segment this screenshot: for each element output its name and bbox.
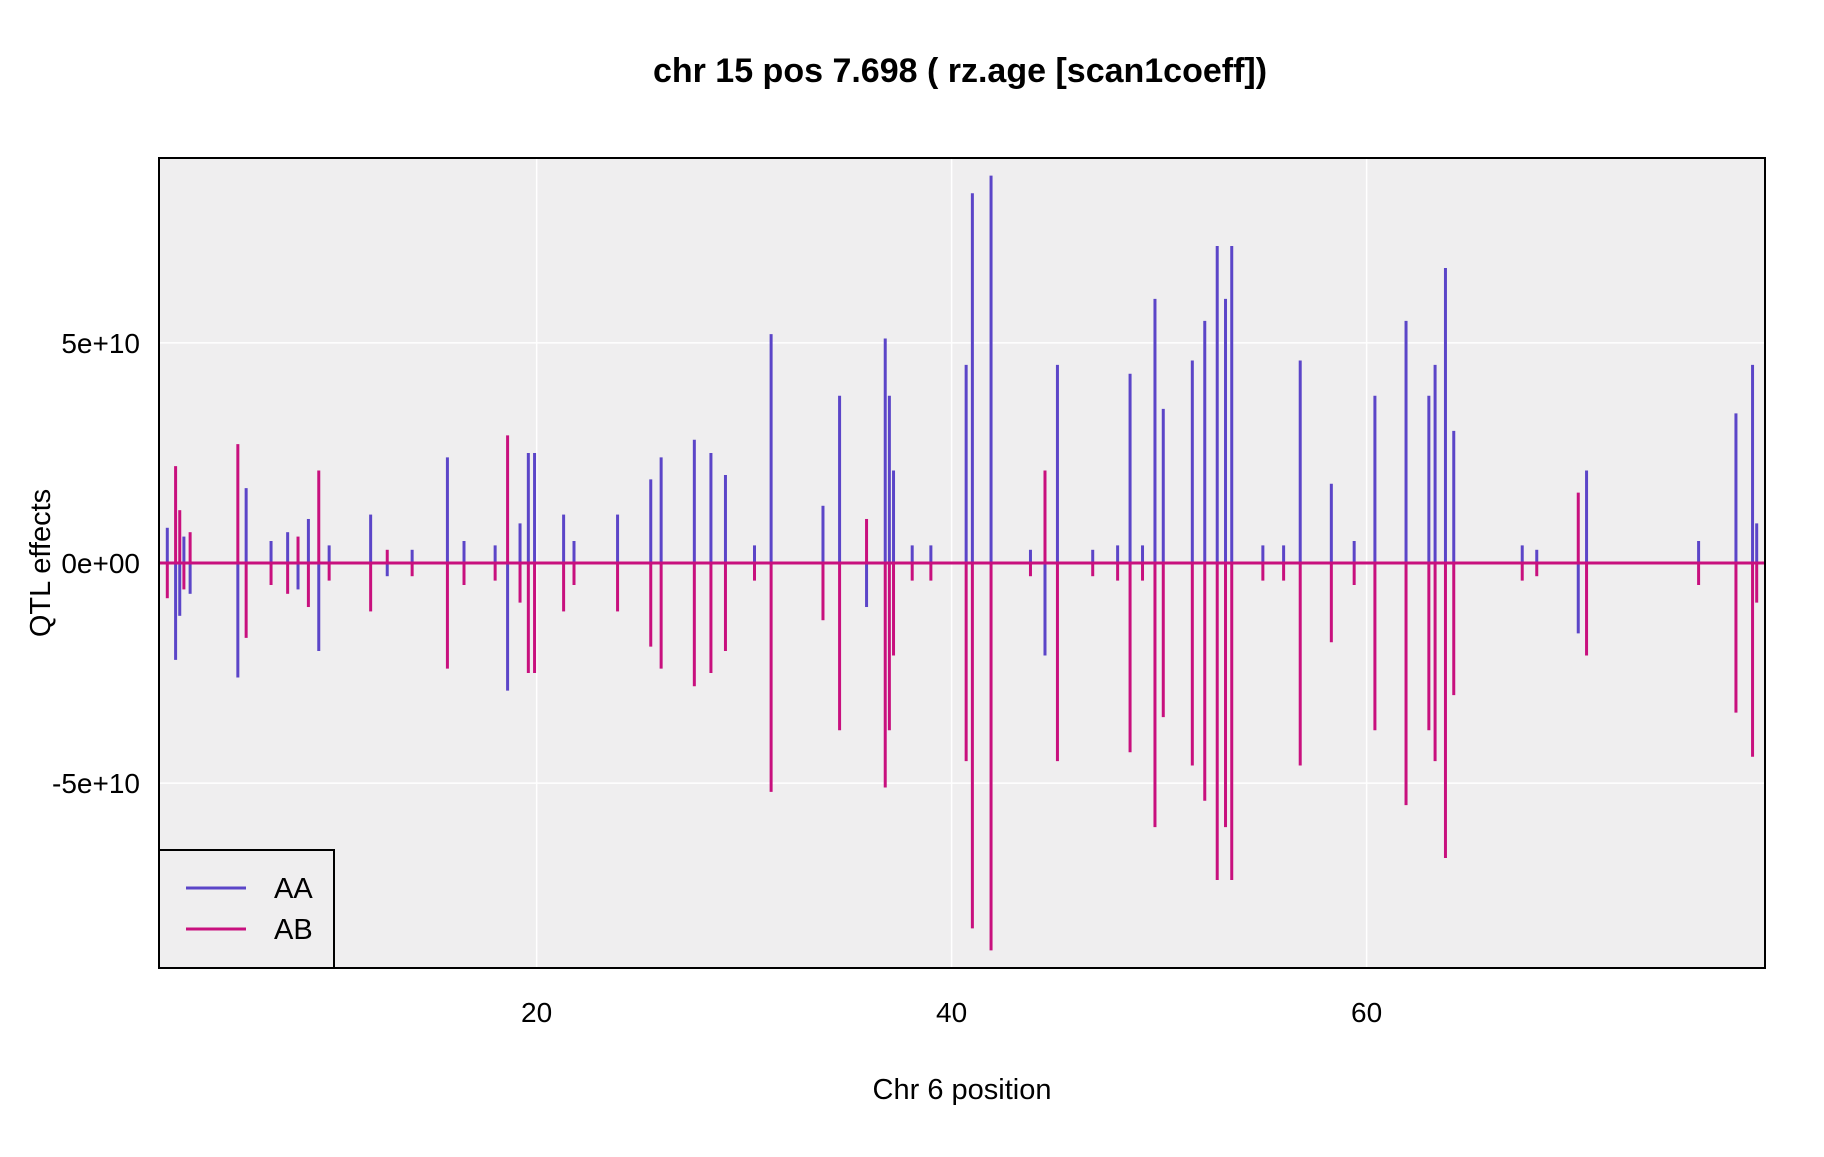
y-axis-label: QTL effects xyxy=(25,489,57,637)
y-axis-ticks: 5e+10 0e+00 -5e+10 xyxy=(52,328,140,799)
legend-label-ab: AB xyxy=(274,914,313,946)
x-tick-label: 60 xyxy=(1351,997,1382,1028)
legend: AA AB xyxy=(158,849,335,969)
x-axis-ticks: 20 40 60 xyxy=(521,997,1382,1028)
x-tick-label: 40 xyxy=(936,997,967,1028)
series-ab xyxy=(159,435,1765,951)
chart-title: chr 15 pos 7.698 ( rz.age [scan1coeff]) xyxy=(653,52,1267,90)
legend-box xyxy=(158,849,335,969)
y-tick-label: -5e+10 xyxy=(52,768,140,799)
series-lines xyxy=(159,175,1765,951)
x-axis-label: Chr 6 position xyxy=(873,1074,1052,1106)
legend-label-aa: AA xyxy=(274,873,313,905)
y-tick-label: 0e+00 xyxy=(61,548,140,579)
plot-frame xyxy=(158,157,1766,969)
y-tick-label: 5e+10 xyxy=(61,328,140,359)
x-tick-label: 20 xyxy=(521,997,552,1028)
